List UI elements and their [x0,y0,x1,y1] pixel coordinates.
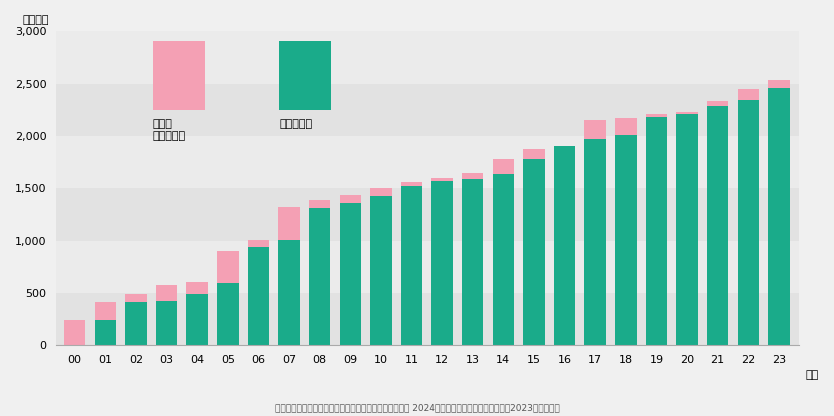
Bar [217,251,239,283]
FancyBboxPatch shape [279,41,331,110]
Bar [309,208,330,345]
Bar [339,195,361,203]
Text: （億円）: （億円） [23,15,49,25]
Bar [57,293,799,345]
Bar [585,120,606,139]
Bar [370,196,392,345]
Bar [431,178,453,181]
Bar [676,112,698,114]
Bar [187,294,208,345]
Text: 資料：日本製紙連合会　カーボンニュートラル行動計画 2024年度フォローアップ調査結果（2023年度実績）: 資料：日本製紙連合会 カーボンニュートラル行動計画 2024年度フォローアップ調… [274,403,560,412]
Bar [462,179,484,345]
Bar [431,181,453,345]
Bar [125,294,147,302]
Bar [279,207,299,240]
Bar [462,173,484,179]
Bar [615,118,636,135]
Bar [523,149,545,159]
Bar [57,31,799,84]
Bar [248,240,269,247]
Bar [646,114,667,117]
Bar [523,159,545,345]
Bar [57,240,799,293]
Text: 投資額
（年度別）: 投資額 （年度別） [153,119,186,141]
Bar [707,102,728,106]
Bar [493,159,514,173]
Bar [57,136,799,188]
Bar [57,188,799,240]
Bar [768,79,790,88]
Bar [248,247,269,345]
Bar [737,100,759,345]
Bar [57,84,799,136]
Bar [768,88,790,345]
Bar [554,146,575,345]
Bar [370,188,392,196]
Bar [279,240,299,345]
Bar [156,301,178,345]
Bar [615,135,636,345]
Bar [401,182,422,186]
Bar [94,302,116,320]
Bar [737,89,759,100]
Bar [707,106,728,345]
Bar [156,285,178,301]
Bar [125,302,147,345]
Bar [585,139,606,345]
Bar [401,186,422,345]
Bar [94,320,116,345]
FancyBboxPatch shape [153,41,205,110]
Bar [187,282,208,294]
Bar [676,114,698,345]
Bar [646,117,667,345]
Bar [493,173,514,345]
Text: 年度: 年度 [806,370,819,380]
Bar [64,320,85,345]
Bar [339,203,361,345]
Bar [217,283,239,345]
Bar [309,201,330,208]
Text: のべ投資額: のべ投資額 [279,119,312,129]
